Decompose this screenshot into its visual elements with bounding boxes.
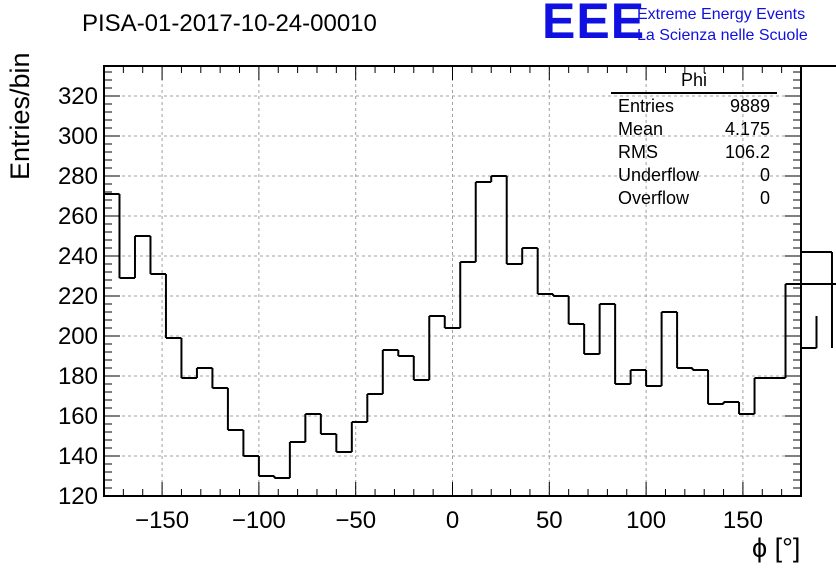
- x-tick-label: −150: [135, 507, 189, 534]
- logo-caption-line1: Extreme Energy Events: [637, 6, 806, 23]
- y-axis-label: Entries/bin: [5, 52, 35, 180]
- stats-row-rms: RMS 106.2: [611, 141, 777, 164]
- stats-label: Mean: [618, 119, 664, 139]
- histogram-bars: [103, 65, 836, 496]
- stats-value: 106.2: [724, 142, 770, 162]
- stats-row-mean: Mean 4.175: [611, 118, 777, 141]
- stats-label: Underflow: [618, 165, 700, 185]
- x-tick-label: −100: [232, 507, 286, 534]
- x-axis-label: ϕ [°]: [752, 533, 801, 563]
- x-tick-label: 150: [723, 507, 763, 534]
- grid-lines: [104, 66, 801, 496]
- y-tick-label: 280: [58, 163, 98, 190]
- x-tick-label: 100: [626, 507, 666, 534]
- y-tick-label: 140: [58, 443, 98, 470]
- y-tick-label: 120: [58, 483, 98, 510]
- stats-row-overflow: Overflow 0: [611, 187, 777, 210]
- stats-value: 0: [759, 165, 770, 185]
- y-tick-label: 320: [58, 83, 98, 110]
- y-tick-label: 180: [58, 363, 98, 390]
- y-tick-label: 200: [58, 323, 98, 350]
- stats-value: 9889: [729, 96, 770, 116]
- stats-label: Entries: [618, 96, 675, 116]
- eee-logo: EEE: [542, 0, 646, 49]
- stats-value: 0: [759, 188, 770, 208]
- logo-caption-line2: La Scienza nelle Scuole: [637, 27, 808, 44]
- y-tick-label: 240: [58, 243, 98, 270]
- x-tick-label: 0: [446, 507, 459, 534]
- stats-row-underflow: Underflow 0: [611, 164, 777, 187]
- stats-value: 4.175: [724, 119, 770, 139]
- logo-caption: Extreme Energy Events La Scienza nelle S…: [637, 4, 808, 46]
- y-tick-label: 260: [58, 203, 98, 230]
- stats-label: RMS: [618, 142, 658, 162]
- y-tick-label: 160: [58, 403, 98, 430]
- x-tick-label: 50: [536, 507, 563, 534]
- stats-box: Phi Entries 9889 Mean 4.175 RMS 106.2 Un…: [611, 70, 777, 210]
- y-tick-label: 220: [58, 283, 98, 310]
- stats-title: Phi: [611, 70, 777, 94]
- x-tick-label: −50: [335, 507, 376, 534]
- stats-label: Overflow: [618, 188, 690, 208]
- axis-ticks: −150 −100 −50 0 50 100 150 120 140 160 180 200 220 24…: [58, 66, 801, 534]
- chart-title: PISA-01-2017-10-24-00010: [82, 10, 377, 37]
- stats-row-entries: Entries 9889: [611, 95, 777, 118]
- y-tick-label: 300: [58, 123, 98, 150]
